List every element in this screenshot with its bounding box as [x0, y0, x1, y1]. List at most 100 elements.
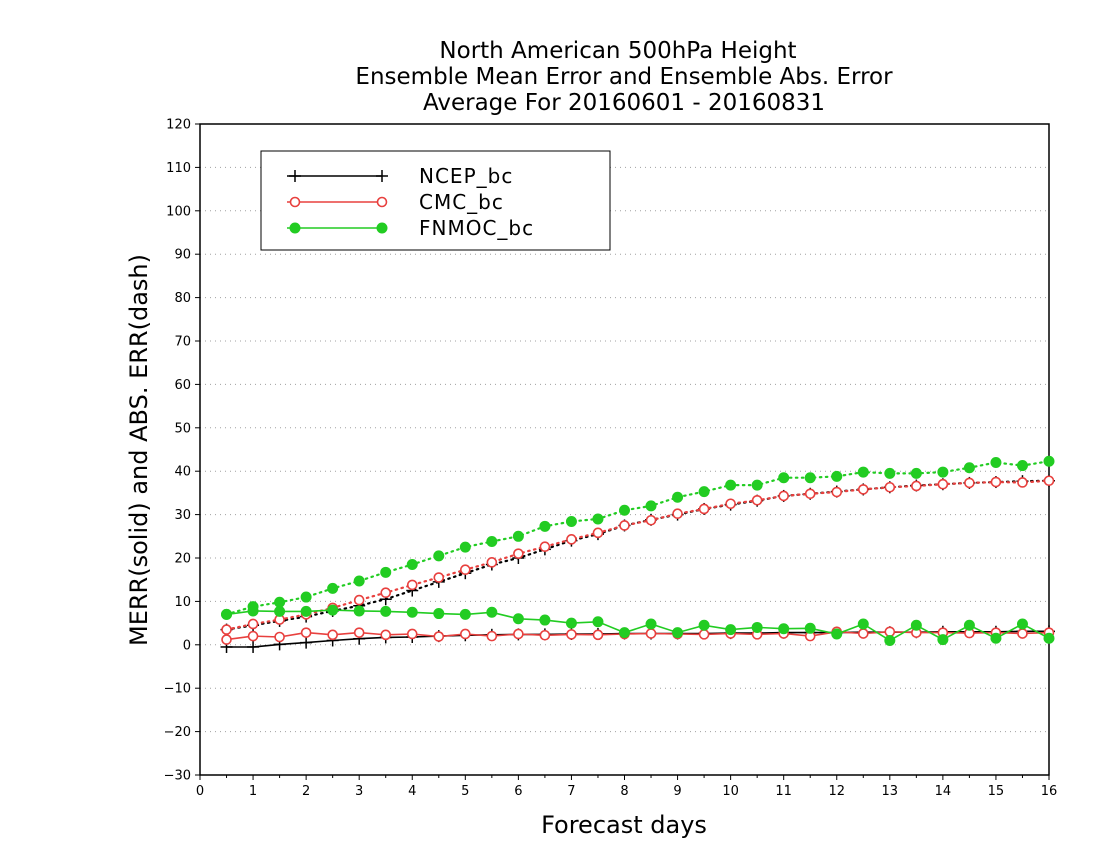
x-tick-label-6: 6	[514, 784, 522, 799]
data-point-cmc-bc-merr-0	[221, 634, 232, 645]
legend-marker-start-ncep-bc	[289, 170, 301, 182]
legend-item-ncep-bc: NCEP_bc	[287, 164, 513, 188]
legend-marker-start-cmc-bc	[289, 196, 301, 208]
data-point-fnmoc-bc-abs-err-12	[539, 520, 551, 532]
legend-marker-end-fnmoc-bc	[376, 222, 388, 234]
series-cmc-bc-abs-err	[221, 475, 1055, 635]
data-series	[220, 455, 1055, 653]
series-ncep-bc-merr	[220, 625, 1055, 653]
y-tick-label-11: 80	[174, 291, 191, 306]
data-point-fnmoc-bc-abs-err-10	[486, 536, 498, 548]
data-point-fnmoc-bc-merr-26	[910, 619, 922, 631]
data-point-fnmoc-bc-abs-err-9	[459, 541, 471, 553]
data-point-fnmoc-bc-abs-err-7	[406, 559, 418, 571]
x-tick-label-8: 8	[620, 784, 628, 799]
series-line-fnmoc-bc-merr	[226, 609, 1050, 642]
data-point-fnmoc-bc-abs-err-25	[884, 467, 896, 479]
x-tick-label-4: 4	[408, 784, 416, 799]
data-point-fnmoc-bc-abs-err-5	[353, 575, 365, 587]
data-point-cmc-bc-merr-12	[539, 629, 551, 641]
data-point-cmc-bc-abs-err-1	[247, 618, 259, 630]
x-tick-label-13: 13	[882, 784, 899, 799]
data-point-cmc-bc-abs-err-29	[990, 476, 1002, 488]
y-tick-label-12: 90	[174, 248, 191, 263]
data-point-fnmoc-bc-merr-4	[327, 604, 339, 616]
x-tick-label-7: 7	[567, 784, 575, 799]
data-point-cmc-bc-abs-err-15	[619, 520, 630, 531]
gridlines	[200, 166, 1049, 733]
data-point-cmc-bc-abs-err-8	[433, 572, 445, 583]
data-point-fnmoc-bc-merr-31	[1043, 632, 1055, 644]
data-point-fnmoc-bc-abs-err-31	[1043, 455, 1055, 467]
series-ncep-bc-abs-err	[220, 474, 1055, 636]
data-point-cmc-bc-abs-err-13	[566, 534, 577, 545]
legend-box	[260, 150, 611, 251]
data-point-fnmoc-bc-merr-0	[221, 608, 233, 620]
data-point-cmc-bc-merr-11	[513, 628, 524, 640]
x-tick-label-12: 12	[828, 784, 845, 799]
data-point-fnmoc-bc-merr-16	[645, 618, 657, 630]
data-point-cmc-bc-merr-13	[566, 629, 577, 640]
data-point-fnmoc-bc-abs-err-22	[804, 472, 816, 484]
y-tick-label-8: 50	[174, 421, 191, 436]
data-point-fnmoc-bc-abs-err-21	[778, 472, 790, 484]
data-point-fnmoc-bc-merr-6	[380, 605, 392, 617]
data-point-fnmoc-bc-merr-2	[274, 605, 286, 617]
data-point-cmc-bc-abs-err-7	[406, 579, 418, 591]
y-tick-label-4: 10	[174, 595, 191, 610]
data-point-fnmoc-bc-merr-10	[486, 606, 498, 618]
legend-label-cmc-bc: CMC_bc	[419, 190, 504, 214]
data-point-fnmoc-bc-abs-err-19	[725, 479, 737, 491]
data-point-cmc-bc-merr-6	[380, 629, 392, 641]
data-point-cmc-bc-abs-err-31	[1043, 475, 1055, 487]
data-point-fnmoc-bc-merr-19	[725, 624, 737, 636]
data-point-fnmoc-bc-merr-22	[804, 622, 816, 634]
data-point-cmc-bc-merr-5	[353, 627, 365, 638]
data-point-cmc-bc-merr-2	[274, 631, 285, 643]
data-point-fnmoc-bc-abs-err-18	[698, 486, 710, 498]
legend-marker-start-fnmoc-bc	[289, 222, 301, 234]
data-point-cmc-bc-abs-err-11	[513, 548, 524, 559]
series-line-fnmoc-bc-abs-err	[225, 460, 1051, 616]
data-point-ncep-bc-merr-3	[300, 636, 313, 649]
chart-title-line-2: Ensemble Mean Error and Ensemble Abs. Er…	[355, 64, 893, 90]
data-point-fnmoc-bc-merr-25	[884, 634, 896, 646]
data-point-cmc-bc-abs-err-9	[460, 564, 471, 576]
data-point-fnmoc-bc-merr-29	[990, 632, 1002, 644]
legend-item-cmc-bc: CMC_bc	[287, 190, 504, 214]
data-point-cmc-bc-abs-err-25	[884, 481, 896, 493]
data-point-cmc-bc-abs-err-26	[911, 480, 922, 492]
data-point-fnmoc-bc-abs-err-4	[327, 582, 339, 594]
x-tick-label-16: 16	[1041, 784, 1058, 799]
data-point-cmc-bc-abs-err-28	[964, 477, 975, 489]
data-point-fnmoc-bc-abs-err-27	[937, 466, 949, 478]
data-point-cmc-bc-abs-err-0	[221, 624, 232, 635]
y-tick-label-6: 30	[174, 508, 191, 523]
legend-label-ncep-bc: NCEP_bc	[419, 164, 513, 188]
x-tick-label-3: 3	[355, 784, 363, 799]
data-point-cmc-bc-abs-err-14	[592, 527, 604, 539]
y-tick-label-14: 110	[166, 161, 191, 176]
data-point-fnmoc-bc-abs-err-14	[592, 513, 604, 525]
data-point-fnmoc-bc-merr-23	[831, 628, 843, 640]
data-point-cmc-bc-abs-err-6	[380, 587, 392, 599]
data-point-fnmoc-bc-abs-err-28	[963, 462, 975, 474]
x-tick-label-15: 15	[988, 784, 1005, 799]
x-tick-label-9: 9	[673, 784, 681, 799]
data-point-fnmoc-bc-abs-err-6	[380, 566, 392, 578]
data-point-fnmoc-bc-merr-5	[353, 605, 365, 617]
data-point-fnmoc-bc-merr-30	[1016, 618, 1028, 630]
y-tick-label-10: 70	[174, 335, 191, 350]
data-point-fnmoc-bc-merr-15	[619, 627, 630, 639]
data-point-fnmoc-bc-abs-err-17	[672, 491, 684, 503]
y-tick-label-2: −10	[164, 682, 191, 697]
data-point-fnmoc-bc-abs-err-26	[910, 467, 922, 479]
data-point-cmc-bc-merr-7	[406, 628, 418, 640]
series-line-ncep-bc-abs-err	[225, 479, 1051, 631]
data-point-cmc-bc-merr-1	[247, 630, 259, 642]
data-point-cmc-bc-merr-18	[698, 629, 710, 640]
data-point-cmc-bc-abs-err-18	[698, 503, 710, 515]
data-point-fnmoc-bc-merr-9	[459, 608, 471, 620]
